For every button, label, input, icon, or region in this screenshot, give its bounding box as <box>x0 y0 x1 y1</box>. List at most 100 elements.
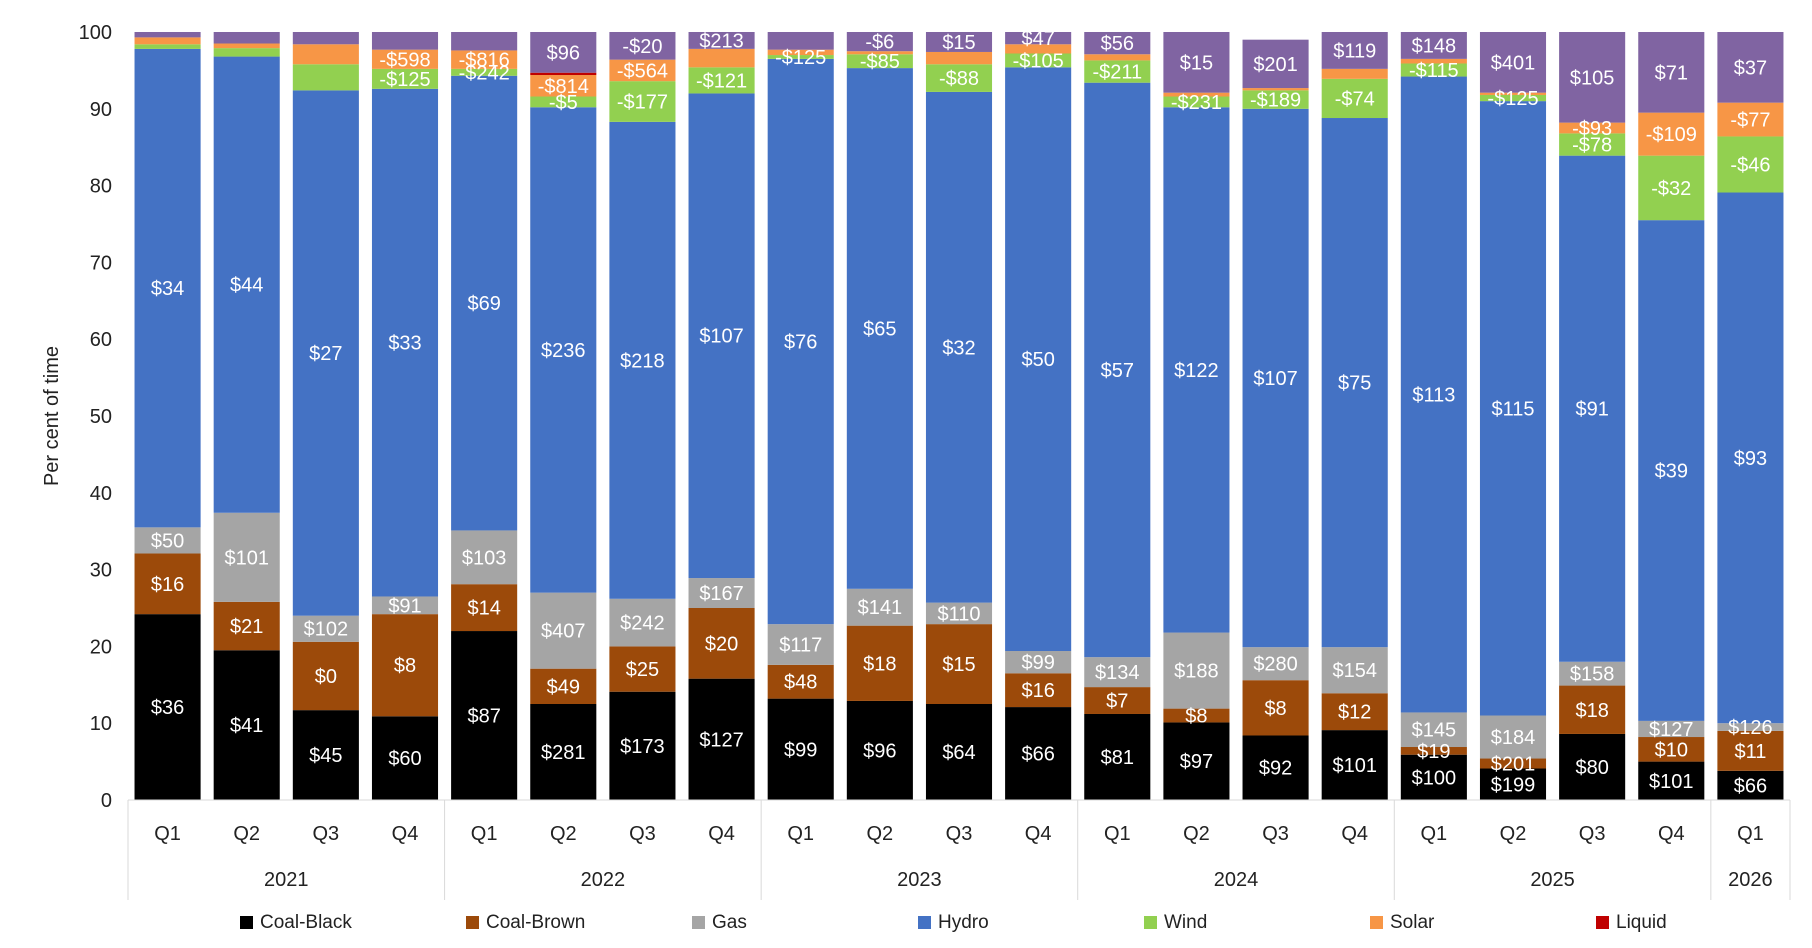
bar-segment-hydro <box>1717 192 1784 724</box>
data-label: -$242 <box>459 62 510 84</box>
x-tick-label: Q1 <box>1421 823 1448 845</box>
bar-segment-hydro <box>609 121 676 599</box>
bar-segment-coal-brown <box>371 614 439 717</box>
bar-segment-coal-brown <box>213 601 280 651</box>
x-group-label: 2024 <box>1214 869 1259 891</box>
bar-segment-battery <box>1242 39 1309 89</box>
data-label: $99 <box>1021 652 1054 674</box>
bar-segment-hydro <box>134 48 201 528</box>
data-label: $44 <box>230 275 263 297</box>
data-label: $242 <box>620 613 665 635</box>
data-label: -$125 <box>775 47 826 69</box>
data-label: $10 <box>1655 739 1688 761</box>
bar-segment-hydro <box>925 91 993 603</box>
data-label: $19 <box>1417 741 1450 763</box>
bar-segment-wind <box>213 48 280 57</box>
legend-label: Solar <box>1390 912 1435 933</box>
bar-segment-coal-brown <box>1242 680 1309 736</box>
bar-segment-coal-brown <box>1638 737 1705 762</box>
legend-swatch <box>466 916 479 929</box>
data-label: $126 <box>1728 717 1773 739</box>
bar-segment-coal-brown <box>609 646 676 692</box>
x-tick-label: Q2 <box>550 823 577 845</box>
data-label: -$211 <box>1092 62 1142 84</box>
bar-segment-gas <box>134 527 201 554</box>
data-label: $110 <box>937 603 980 625</box>
bar-segment-wind <box>1005 53 1072 68</box>
bar-segment-solar <box>846 51 913 55</box>
x-tick-label: Q4 <box>1025 823 1052 845</box>
x-tick-label: Q3 <box>1262 823 1289 845</box>
data-label: $65 <box>863 318 896 340</box>
data-label: -$598 <box>379 49 430 71</box>
data-label: $145 <box>1412 720 1457 742</box>
x-group-label: 2025 <box>1530 869 1575 891</box>
bar-segment-hydro <box>1005 67 1072 652</box>
data-label: $188 <box>1174 661 1219 683</box>
bar-segment-gas <box>1717 723 1784 731</box>
bar-segment-coal-black <box>846 700 913 800</box>
bar-segment-battery <box>1638 32 1705 113</box>
bar-segment-solar <box>213 43 280 49</box>
data-label: -$121 <box>696 70 747 92</box>
bar-segment-gas <box>688 578 755 608</box>
data-label: -$32 <box>1651 178 1691 200</box>
bar-segment-wind <box>925 64 993 92</box>
bar-segment-gas <box>1400 712 1467 748</box>
bars <box>134 32 1784 800</box>
data-label: $91 <box>388 595 421 617</box>
legend-label: Coal-Black <box>260 912 352 933</box>
data-label: $115 <box>1491 398 1534 420</box>
bar-segment-liquid <box>530 72 597 76</box>
bar-segment-coal-black <box>609 691 676 800</box>
bar-segment-wind <box>846 54 913 69</box>
data-label: $148 <box>1412 35 1457 57</box>
bar-segment-coal-black <box>1163 722 1230 800</box>
data-label: $18 <box>863 653 896 675</box>
data-label: $107 <box>699 326 744 348</box>
bar-segment-coal-brown <box>846 625 913 701</box>
bar-segment-battery <box>213 32 280 44</box>
bar-segment-coal-brown <box>1005 673 1072 708</box>
y-tick-label: 20 <box>90 636 112 658</box>
bar-segment-gas <box>292 615 359 642</box>
data-label: $81 <box>1101 747 1134 769</box>
data-label: -$78 <box>1572 135 1612 157</box>
bar-segment-coal-black <box>371 716 439 800</box>
data-label: $27 <box>309 343 342 365</box>
x-group-label: 2022 <box>581 869 626 891</box>
bar-segment-gas <box>846 588 913 626</box>
data-label: $134 <box>1095 662 1140 684</box>
bar-segment-battery <box>688 32 755 49</box>
bar-segment-solar <box>1321 68 1388 79</box>
bar-segment-battery <box>1479 32 1547 93</box>
data-label: $45 <box>309 745 342 767</box>
bar-segment-coal-black <box>688 678 755 800</box>
bar-segment-gas <box>767 624 834 665</box>
bar-segment-solar <box>1005 44 1072 54</box>
data-label: $18 <box>1575 700 1608 722</box>
bar-segment-coal-black <box>767 698 834 800</box>
bar-segment-coal-black <box>451 631 518 800</box>
bar-segment-solar <box>1638 112 1705 156</box>
legend-swatch <box>1596 916 1609 929</box>
data-label: -$20 <box>622 36 662 58</box>
x-tick-label: Q2 <box>233 823 260 845</box>
bar-segment-coal-brown <box>1717 730 1784 771</box>
x-tick-label: Q1 <box>787 823 814 845</box>
bar-segment-battery <box>846 32 913 52</box>
data-label: -$93 <box>1572 118 1612 140</box>
bar-segment-coal-black <box>1400 754 1467 800</box>
bar-segment-battery <box>609 32 676 60</box>
bar-segment-coal-brown <box>530 668 597 704</box>
y-tick-label: 70 <box>90 252 112 274</box>
legend-swatch <box>1144 916 1157 929</box>
data-label: $12 <box>1338 702 1371 724</box>
x-tick-label: Q3 <box>629 823 656 845</box>
bar-segment-solar <box>767 49 834 56</box>
bar-segment-gas <box>371 596 439 615</box>
data-label: $0 <box>315 666 337 688</box>
x-tick-label: Q4 <box>708 823 735 845</box>
legend-item-gas: Gas <box>692 912 747 933</box>
